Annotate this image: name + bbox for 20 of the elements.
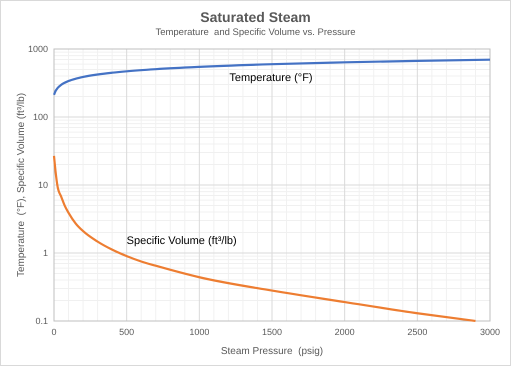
y-tick-label: 0.1 xyxy=(35,316,48,326)
x-axis-title: Steam Pressure (psig) xyxy=(220,346,324,357)
y-axis-title: Temperature (°F), Specific Volume (ft³/lb) xyxy=(16,92,27,278)
y-tick-label: 10 xyxy=(38,180,48,190)
x-tick-label: 0 xyxy=(51,327,57,337)
x-tick-label: 3000 xyxy=(480,327,500,337)
x-tick-label: 1500 xyxy=(262,327,282,337)
series-label: Temperature (°F) xyxy=(229,72,313,84)
line-series xyxy=(52,154,477,322)
series-label: Specific Volume (ft³/lb) xyxy=(126,235,237,248)
x-tick-label: 2500 xyxy=(407,327,428,337)
chart-title: Saturated Steam xyxy=(200,9,311,25)
y-tick-label: 1 xyxy=(42,248,48,258)
x-tick-label: 500 xyxy=(119,327,134,337)
y-tick-label: 1000 xyxy=(28,44,48,54)
x-tick-label: 1000 xyxy=(189,327,210,337)
chart-subtitle: Temperature and Specific Volume vs. Pressure xyxy=(155,27,356,38)
line-series xyxy=(52,58,492,96)
x-tick-label: 2000 xyxy=(334,327,355,337)
y-tick-label: 100 xyxy=(32,112,48,122)
